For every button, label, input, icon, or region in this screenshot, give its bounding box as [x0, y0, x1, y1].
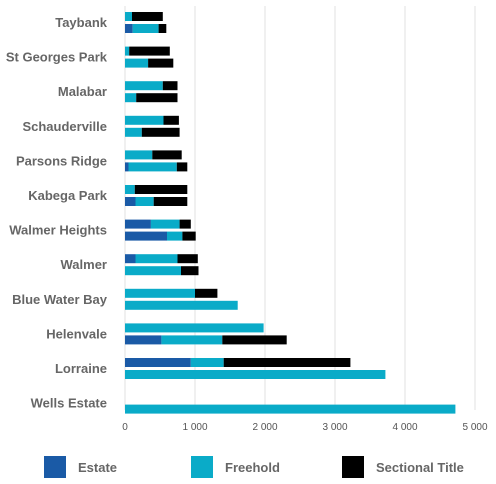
bars: [125, 12, 456, 414]
category-label: Taybank: [55, 15, 108, 30]
bar-segment: [125, 93, 137, 103]
bar-segment: [195, 288, 218, 298]
bar-segment: [125, 254, 136, 264]
category-label: Schauderville: [22, 119, 107, 134]
bar-segment: [177, 254, 198, 264]
bar-segment: [181, 266, 199, 276]
bar-segment: [152, 150, 182, 160]
x-tick-label: 0: [122, 422, 128, 433]
bar-segment: [136, 93, 178, 103]
bar-segment: [125, 404, 456, 414]
x-tick-label: 2 000: [252, 422, 277, 433]
bar-segment: [125, 127, 142, 137]
legend-item-freehold: Freehold: [191, 454, 280, 480]
bar-segment: [125, 150, 153, 160]
category-label: Blue Water Bay: [12, 292, 108, 307]
bar-segment: [148, 58, 174, 68]
bar-segment: [125, 81, 163, 91]
grid-lines: [124, 6, 476, 410]
bar-segment: [125, 219, 151, 229]
x-tick-label: 1 000: [182, 422, 207, 433]
category-label: Helenvale: [46, 326, 107, 341]
legend-label-estate: Estate: [78, 459, 118, 475]
category-label: St Georges Park: [6, 50, 108, 65]
bar-segment: [162, 81, 178, 91]
bar-segment: [161, 335, 223, 345]
legend-item-estate: Estate: [44, 454, 117, 480]
category-label: Walmer: [61, 257, 107, 272]
bar-segment: [134, 185, 188, 194]
bar-segment: [125, 115, 164, 125]
bar-segment: [125, 358, 191, 367]
bar-segment: [167, 231, 183, 241]
category-label: Malabar: [58, 84, 107, 99]
bar-segment: [125, 162, 129, 172]
bar-segment: [125, 197, 136, 206]
category-label: Wells Estate: [31, 396, 107, 411]
legend-swatch-freehold: [191, 456, 213, 478]
bar-segment: [163, 115, 179, 125]
category-labels: Taybank St Georges Park Malabar Schaudervil…: [6, 15, 108, 411]
bar-segment: [150, 219, 180, 229]
bar-segment: [179, 219, 191, 229]
bar-segment: [125, 12, 132, 21]
bar-segment: [125, 288, 195, 298]
bar-segment: [132, 24, 159, 33]
bar-segment: [190, 358, 224, 367]
category-label: Lorraine: [55, 361, 107, 376]
legend-label-sectional-title: Sectional Title: [376, 459, 464, 475]
bar-segment: [182, 231, 196, 241]
legend-swatch-sectional-title: [342, 456, 364, 478]
x-tick-label: 5 000: [462, 422, 487, 433]
bar-segment: [125, 370, 386, 379]
bar-segment: [132, 12, 163, 21]
bar-segment: [125, 58, 149, 68]
bar-segment: [125, 323, 264, 333]
bar-segment: [153, 197, 188, 206]
bar-segment: [125, 24, 133, 33]
x-axis-ticks: 0 1 000 2 000 3 000 4 000 5 000: [122, 422, 488, 433]
bar-segment: [158, 24, 167, 33]
legend: Estate Freehold Sectional Title: [0, 454, 496, 480]
bar-segment: [125, 335, 162, 345]
bar-segment: [135, 254, 178, 264]
bar-segment: [223, 358, 351, 367]
bar-segment: [125, 266, 181, 276]
category-label: Parsons Ridge: [16, 153, 107, 168]
bar-segment: [128, 162, 177, 172]
bar-segment: [125, 185, 135, 194]
bar-segment: [141, 127, 180, 137]
x-tick-label: 4 000: [392, 422, 417, 433]
bar-segment: [176, 162, 188, 172]
legend-swatch-estate: [44, 456, 66, 478]
x-tick-label: 3 000: [322, 422, 347, 433]
bar-segment: [135, 197, 154, 206]
bar-segment: [125, 231, 167, 241]
bar-segment: [125, 46, 130, 56]
legend-label-freehold: Freehold: [225, 459, 280, 475]
bar-segment: [222, 335, 287, 345]
bar-segment: [125, 300, 238, 310]
legend-item-sectional-title: Sectional Title: [342, 454, 464, 480]
category-label: Walmer Heights: [9, 223, 107, 238]
category-label: Kabega Park: [28, 188, 108, 203]
bar-segment: [129, 46, 170, 56]
